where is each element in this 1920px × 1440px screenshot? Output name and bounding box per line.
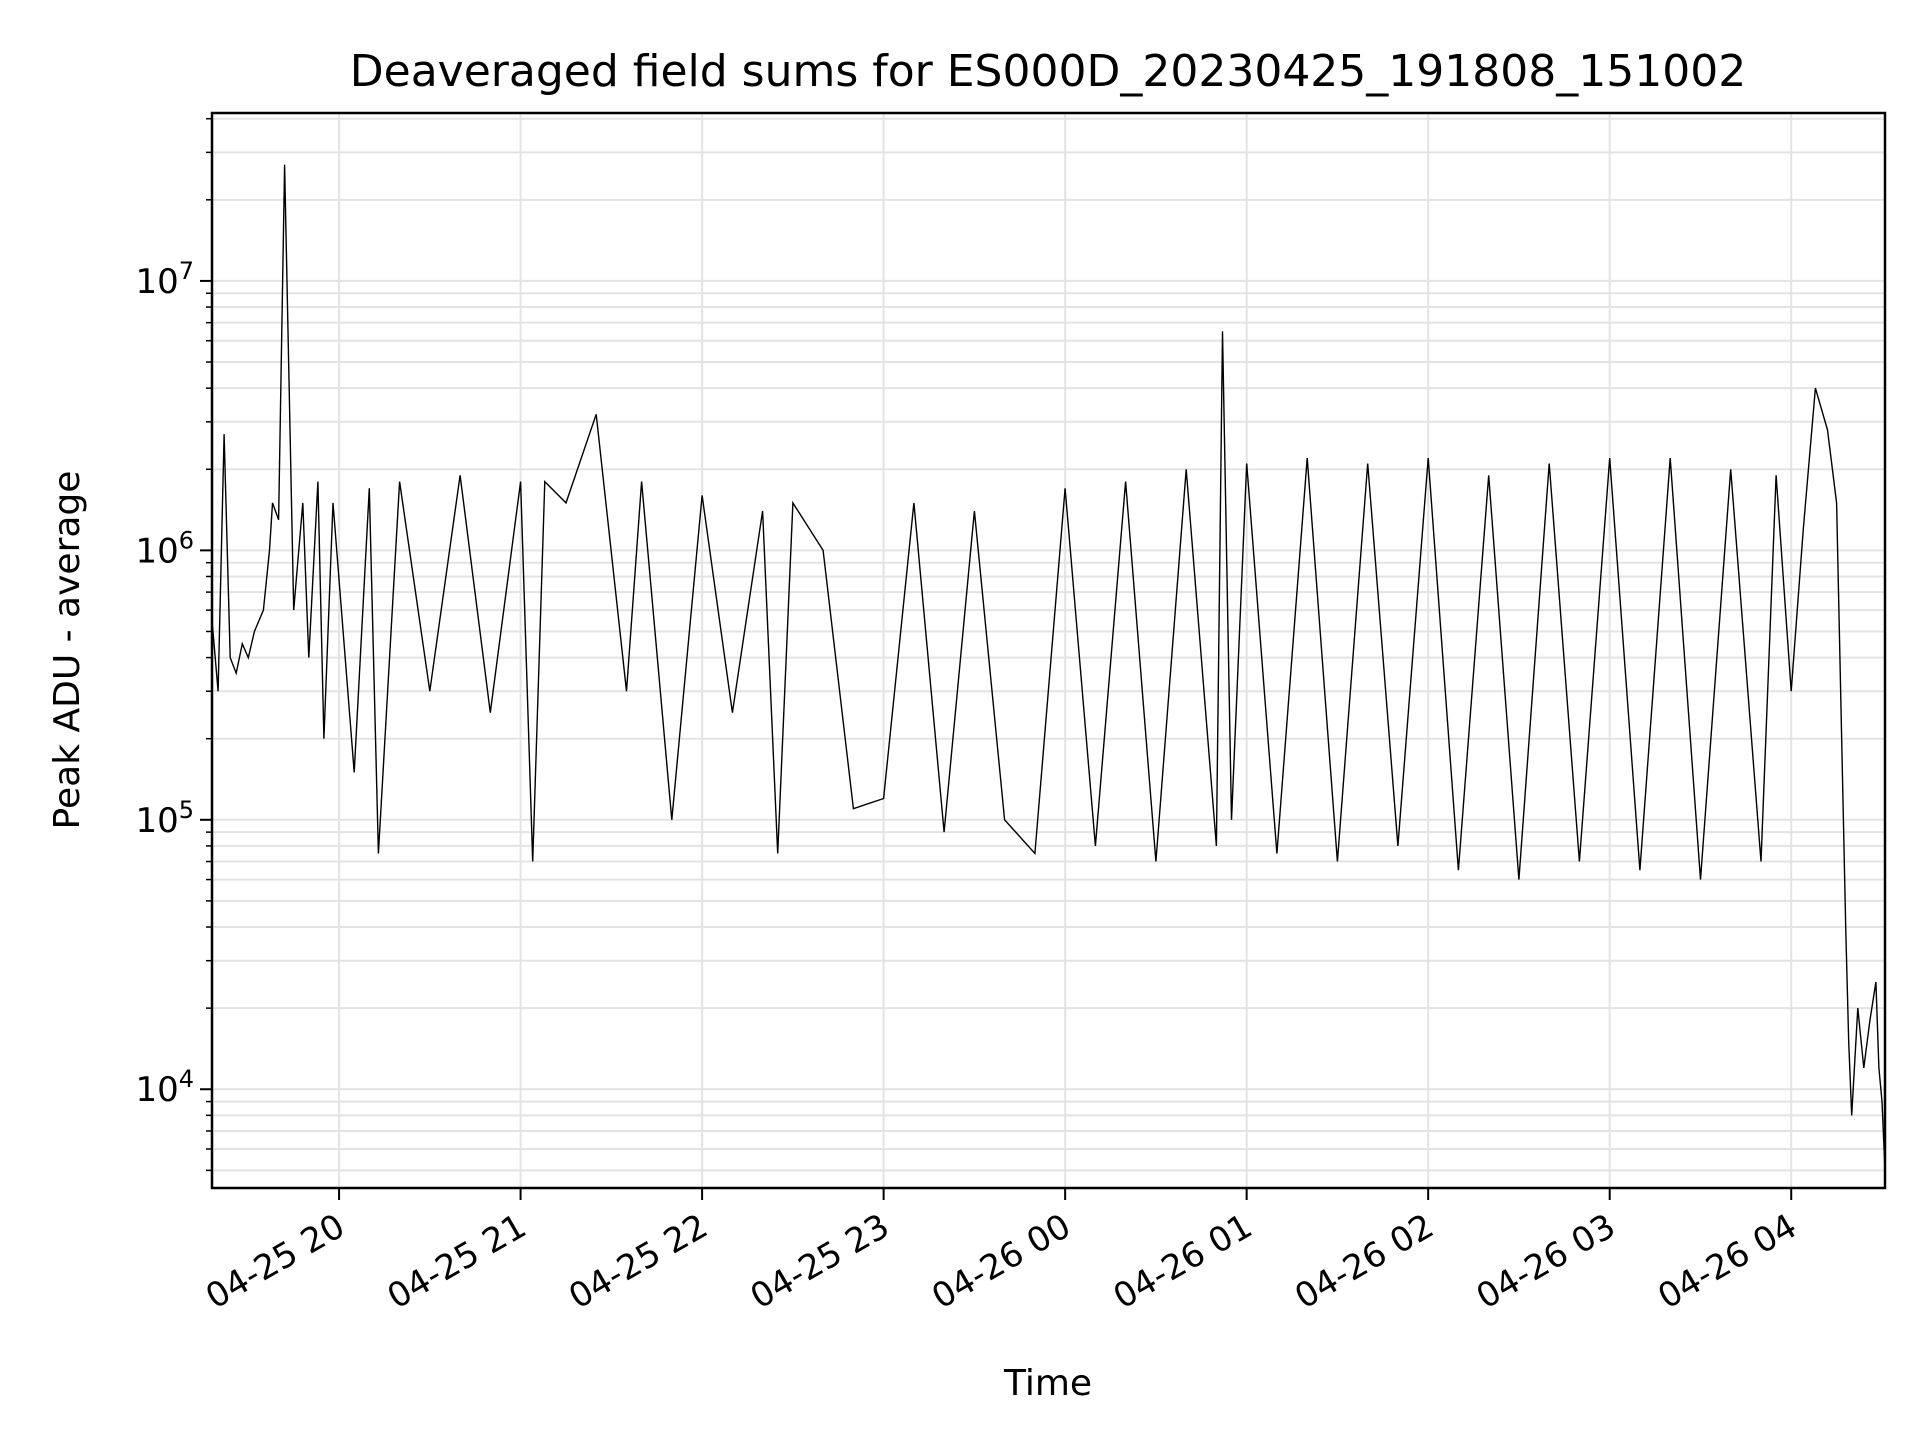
y-tick-base: 10 (135, 801, 178, 841)
y-tick-label: 106 (135, 526, 194, 571)
series-line-group (211, 164, 1886, 1171)
plot-frame (210, 111, 1887, 1190)
y-tick-label: 104 (135, 1065, 194, 1110)
y-tick-base: 10 (135, 531, 178, 571)
y-tick-exponent: 7 (179, 257, 194, 285)
y-tick-label: 107 (135, 257, 194, 302)
grid (212, 113, 1885, 1188)
series-line (211, 164, 1886, 1171)
chart-title: Deaveraged field sums for ES000D_2023042… (350, 46, 1746, 97)
y-tick-base: 10 (135, 262, 178, 302)
y-axis-title: Peak ADU - average (47, 471, 88, 830)
y-tick-base: 10 (135, 1070, 178, 1110)
y-tick-exponent: 6 (179, 526, 194, 554)
y-tick-exponent: 4 (179, 1065, 194, 1093)
x-axis-title: Time (1003, 1363, 1092, 1404)
y-tick-exponent: 5 (179, 796, 194, 824)
y-tick-label: 105 (135, 796, 194, 841)
